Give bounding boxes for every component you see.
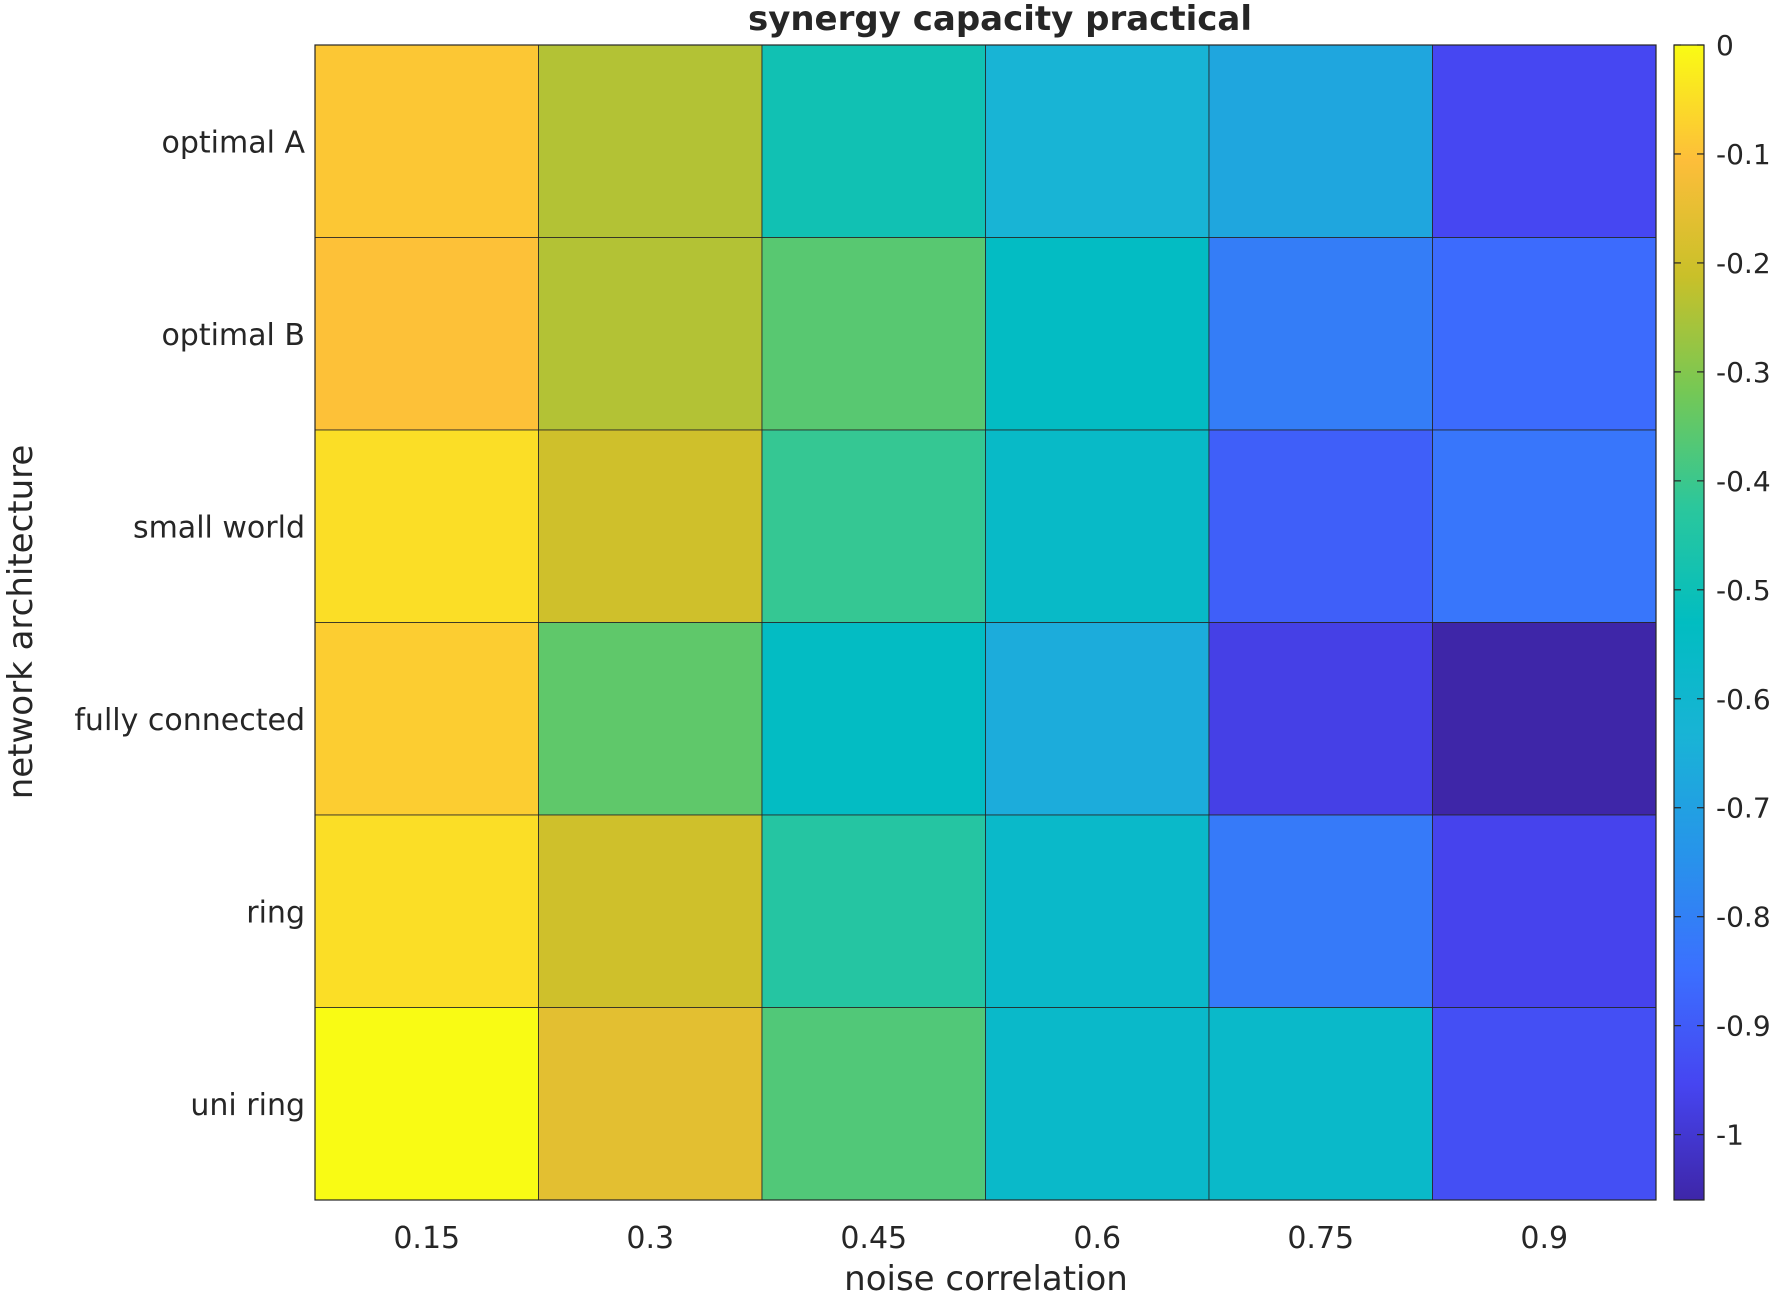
heatmap-cell [1432,44,1657,238]
heatmap-cell [314,622,539,816]
heatmap-cell [985,237,1210,431]
heatmap-cell [1208,1007,1433,1201]
heatmap-cell [1432,814,1657,1008]
heatmap-cell [1208,622,1433,816]
heatmap-cell [761,622,986,816]
x-axis-label: noise correlation [844,1259,1128,1293]
colorbar-tick-label: -0.8 [1716,901,1771,934]
heatmap-cell [1208,814,1433,1008]
x-tick-label: 0.6 [1073,1221,1121,1256]
heatmap-cells [314,44,1657,1201]
heatmap-cell [538,622,763,816]
heatmap-cell [1432,1007,1657,1201]
colorbar-tick-label: -1 [1716,1119,1744,1152]
heatmap-cell [761,1007,986,1201]
heatmap-cell [985,814,1210,1008]
heatmap-cell [1208,429,1433,623]
heatmap-cell [761,44,986,238]
y-tick-labels: optimal A optimal B small world fully conne… [74,125,305,1123]
chart-title: synergy capacity practical [748,0,1252,39]
colorbar-gradient [1673,44,1705,1201]
colorbar-ticks: 0 -0.1 -0.2 -0.3 -0.4 -0.5 -0.6 -0.7 -0.8 -0.9 -1 [1674,29,1771,1152]
colorbar-tick-label: 0 [1716,29,1734,62]
heatmap-cell [985,1007,1210,1201]
x-tick-label: 0.3 [626,1221,674,1256]
heatmap-cell [985,44,1210,238]
colorbar-tick-label: -0.7 [1716,792,1771,825]
x-tick-label: 0.15 [393,1221,460,1256]
colorbar-tick-label: -0.9 [1716,1010,1771,1043]
heatmap-cell [985,622,1210,816]
heatmap-cell [1432,429,1657,623]
colorbar-tick-label: -0.2 [1716,247,1771,280]
x-tick-label: 0.45 [840,1221,907,1256]
y-tick-label: optimal B [161,318,305,353]
colorbar-tick-label: -0.1 [1716,138,1771,171]
heatmap-cell [538,814,763,1008]
x-tick-labels: 0.15 0.3 0.45 0.6 0.75 0.9 [393,1221,1568,1256]
colorbar-tick-label: -0.5 [1716,574,1771,607]
heatmap-cell [538,44,763,238]
colorbar-tick-label: -0.6 [1716,683,1771,716]
plot-frame [314,44,1657,1201]
x-tick-label: 0.9 [1520,1221,1568,1256]
heatmap-cell [1208,44,1433,238]
y-tick-label: small world [133,510,305,545]
heatmap-cell [538,237,763,431]
heatmap-cell [314,429,539,623]
colorbar: 0 -0.1 -0.2 -0.3 -0.4 -0.5 -0.6 -0.7 -0.8 -0.9 -1 [1673,29,1771,1201]
heatmap-cell [314,814,539,1008]
heatmap-cell [985,429,1210,623]
heatmap-cell [538,1007,763,1201]
heatmap-cell [314,237,539,431]
heatmap-cell [761,237,986,431]
y-tick-label: ring [246,895,305,930]
heatmap-cell [761,429,986,623]
y-tick-label: fully connected [74,703,305,738]
heatmap-cell [761,814,986,1008]
heatmap-cell [314,1007,539,1201]
heatmap-cell [538,429,763,623]
heatmap-cell [314,44,539,238]
y-tick-label: optimal A [162,125,306,160]
x-tick-label: 0.75 [1287,1221,1354,1256]
y-axis-label: network architecture [1,445,41,800]
heatmap-cell [1432,237,1657,431]
heatmap-cell [1208,237,1433,431]
y-tick-label: uni ring [190,1088,305,1123]
heatmap-cell [1432,622,1657,816]
colorbar-tick-label: -0.4 [1716,465,1771,498]
colorbar-tick-label: -0.3 [1716,356,1771,389]
